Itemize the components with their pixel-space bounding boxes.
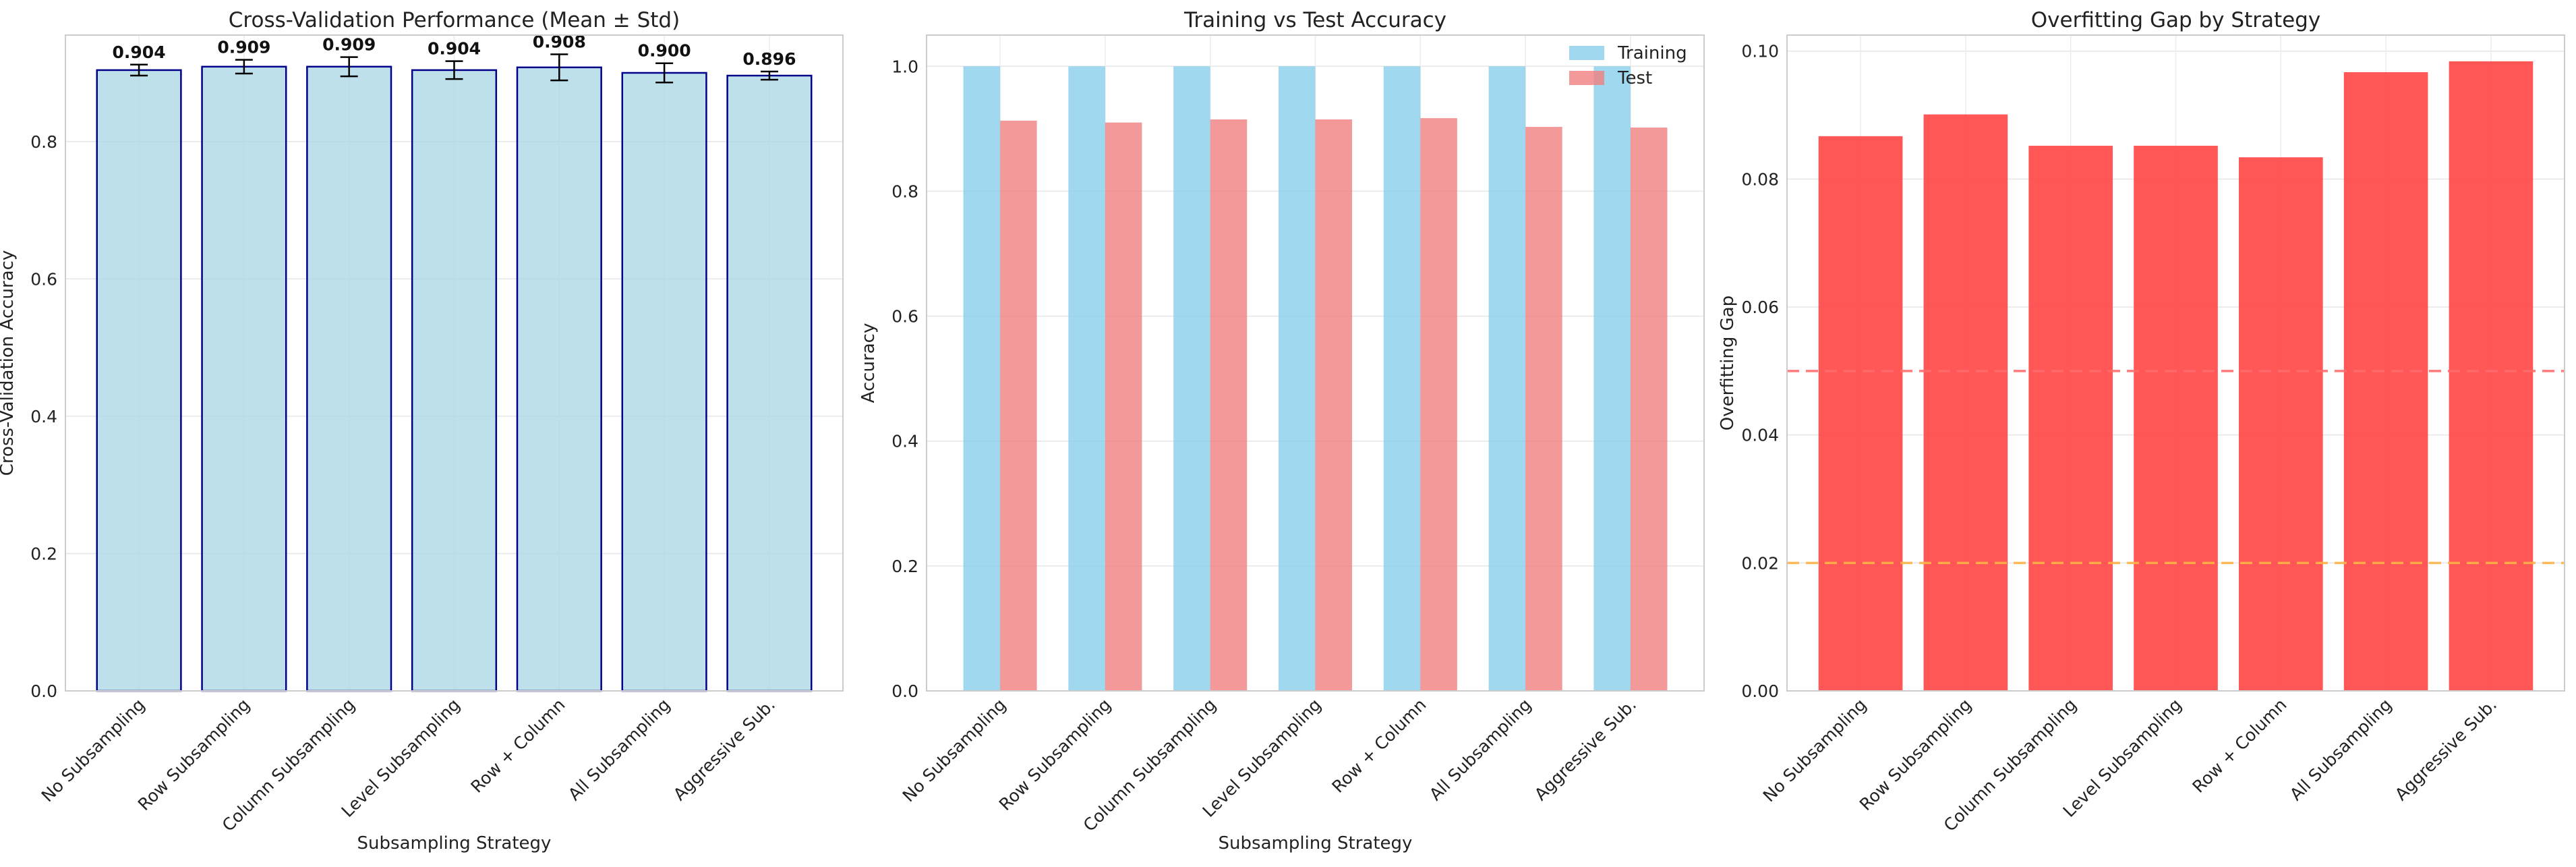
y-tick-label: 0.2 bbox=[891, 557, 918, 576]
x-tick-label: Row + Column bbox=[467, 695, 569, 797]
x-tick-label: No Subsampling bbox=[38, 695, 149, 806]
legend-swatch bbox=[1569, 46, 1604, 60]
x-tick-label: Row Subsampling bbox=[995, 695, 1115, 814]
x-tick-label: Aggressive Sub. bbox=[2391, 695, 2500, 804]
y-tick-label: 0.10 bbox=[1741, 42, 1779, 61]
y-tick-label: 0.08 bbox=[1741, 169, 1779, 189]
cv-chart-title: Cross-Validation Performance (Mean ± Std… bbox=[229, 8, 680, 32]
test-bar bbox=[1105, 122, 1142, 692]
y-tick-label: 0.6 bbox=[30, 269, 57, 289]
training-bar bbox=[1173, 66, 1210, 692]
gap-bar bbox=[2134, 146, 2218, 692]
cv-bar bbox=[411, 69, 498, 692]
x-tick-label: Row + Column bbox=[1328, 695, 1430, 797]
y-tick-label: 0.6 bbox=[891, 307, 918, 327]
cv-performance-chart: Cross-Validation Performance (Mean ± Std… bbox=[0, 8, 844, 854]
y-tick-label: 1.0 bbox=[891, 57, 918, 76]
y-tick-label: 0.8 bbox=[891, 181, 918, 201]
training-bar bbox=[1278, 66, 1316, 692]
x-tick-label: No Subsampling bbox=[1759, 695, 1871, 806]
accuracy-chart-title: Training vs Test Accuracy bbox=[1183, 8, 1446, 32]
gap-bar bbox=[1923, 114, 2008, 692]
training-bar bbox=[963, 66, 1001, 692]
x-tick-label: All Subsampling bbox=[1426, 695, 1535, 804]
gap-bar bbox=[2343, 72, 2428, 691]
cv-chart-x-axis-label: Subsampling Strategy bbox=[357, 833, 552, 854]
y-tick-label: 0.2 bbox=[30, 544, 57, 563]
test-bar bbox=[1210, 119, 1248, 691]
gap-chart-y-axis-label: Overfitting Gap bbox=[1718, 296, 1738, 430]
y-tick-label: 0.8 bbox=[30, 132, 57, 152]
bar-value-label: 0.904 bbox=[113, 43, 166, 62]
test-bar bbox=[1630, 128, 1668, 691]
bar-value-label: 0.909 bbox=[217, 38, 270, 57]
y-tick-label: 0.0 bbox=[891, 681, 918, 701]
test-bar bbox=[1315, 119, 1353, 691]
x-tick-label: Level Subsampling bbox=[2059, 695, 2186, 821]
x-tick-label: Row Subsampling bbox=[1856, 695, 1975, 814]
bar-value-label: 0.909 bbox=[322, 35, 376, 55]
test-bar bbox=[1525, 127, 1562, 691]
bar-value-label: 0.896 bbox=[742, 49, 796, 69]
x-tick-label: No Subsampling bbox=[899, 695, 1010, 806]
x-tick-label: Level Subsampling bbox=[1199, 695, 1325, 821]
axes-frame bbox=[65, 34, 844, 692]
legend-label: Training bbox=[1617, 43, 1687, 63]
x-tick-label: All Subsampling bbox=[2286, 695, 2395, 804]
cv-bar bbox=[201, 65, 287, 692]
test-bar bbox=[1000, 120, 1037, 691]
y-tick-label: 0.00 bbox=[1741, 681, 1779, 701]
x-tick-label: All Subsampling bbox=[564, 695, 674, 804]
x-tick-label: Level Subsampling bbox=[338, 695, 464, 821]
training-bar bbox=[1383, 66, 1421, 692]
training-bar bbox=[1488, 66, 1526, 692]
x-tick-label: Row + Column bbox=[2189, 695, 2291, 797]
y-tick-label: 0.4 bbox=[30, 407, 57, 426]
y-tick-label: 0.0 bbox=[30, 681, 57, 701]
overfitting-gap-chart: Overfitting Gap by Strategy Overfitting … bbox=[1718, 8, 2565, 835]
cv-bar bbox=[96, 69, 182, 692]
y-tick-label: 0.06 bbox=[1741, 298, 1779, 317]
y-tick-label: 0.04 bbox=[1741, 426, 1779, 445]
test-bar bbox=[1420, 118, 1457, 691]
train-test-accuracy-chart: Training vs Test Accuracy Accuracy Subsa… bbox=[858, 8, 1705, 854]
accuracy-chart-x-axis-label: Subsampling Strategy bbox=[1219, 833, 1413, 854]
x-tick-label: Aggressive Sub. bbox=[1531, 695, 1640, 804]
cv-chart-y-axis-label: Cross-Validation Accuracy bbox=[0, 250, 18, 476]
legend-label: Test bbox=[1617, 68, 1652, 88]
bar-value-label: 0.904 bbox=[428, 39, 481, 59]
x-tick-label: Row Subsampling bbox=[134, 695, 254, 814]
cv-bar bbox=[516, 66, 602, 692]
cv-bar bbox=[621, 72, 707, 692]
y-tick-label: 0.02 bbox=[1741, 553, 1779, 573]
training-bar bbox=[1068, 66, 1105, 692]
legend-swatch bbox=[1569, 71, 1604, 85]
gap-chart-title: Overfitting Gap by Strategy bbox=[2031, 8, 2320, 32]
training-bar bbox=[1593, 66, 1631, 692]
axes-frame bbox=[926, 34, 1705, 692]
y-tick-label: 0.4 bbox=[891, 432, 918, 451]
accuracy-chart-y-axis-label: Accuracy bbox=[858, 323, 879, 403]
gap-bar bbox=[2449, 61, 2534, 691]
gap-bar bbox=[1818, 136, 1903, 691]
cv-bar bbox=[726, 74, 813, 692]
x-tick-label: Aggressive Sub. bbox=[670, 695, 779, 804]
gap-bar bbox=[2238, 157, 2323, 691]
bar-value-label: 0.900 bbox=[638, 41, 691, 61]
axes-frame bbox=[1786, 34, 2565, 692]
cv-bar bbox=[306, 65, 392, 692]
gap-bar bbox=[2028, 146, 2113, 692]
